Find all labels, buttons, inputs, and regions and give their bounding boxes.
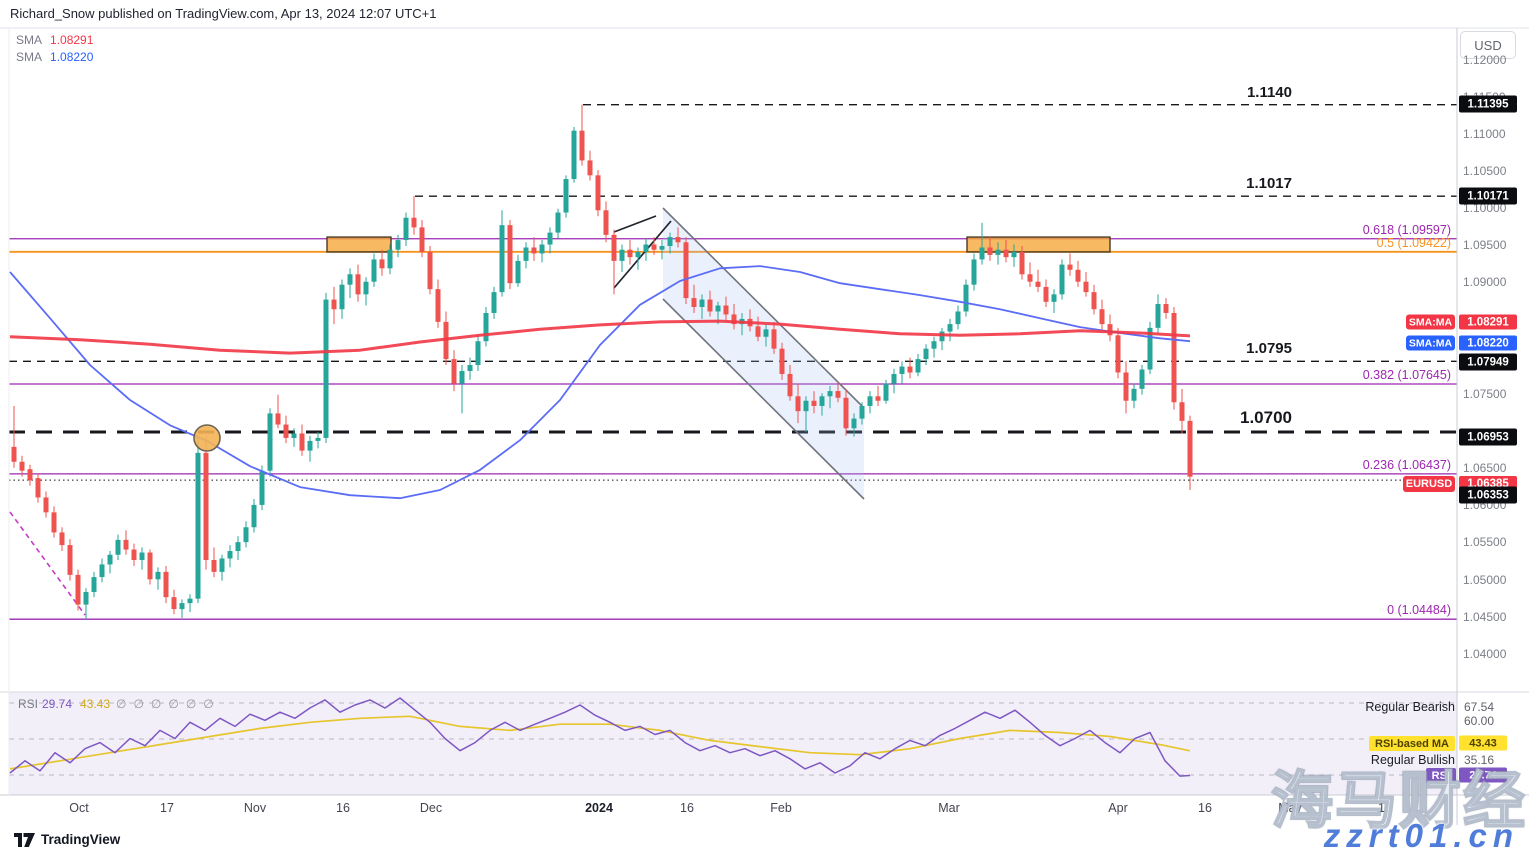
time-tick-label: 16 xyxy=(1378,801,1392,815)
time-tick-label: May xyxy=(1278,801,1302,815)
publish-info: Richard_Snow published on TradingView.co… xyxy=(10,6,437,21)
price-tick-label: 1.09000 xyxy=(1463,275,1507,289)
time-tick-label: Nov xyxy=(243,801,267,815)
sma2-label: SMA xyxy=(16,50,43,64)
regular-bearish-label: Regular Bearish xyxy=(1365,700,1455,714)
key-level-label: 1.0795 xyxy=(1246,340,1292,358)
fib-level-label: 0.618 (1.09597) xyxy=(1362,222,1451,237)
key-level-label: 1.1017 xyxy=(1246,175,1292,193)
symbol-badge-label: EURUSD xyxy=(1403,476,1455,492)
sma-legend-row-2: SMA 1.08220 xyxy=(16,50,93,64)
time-tick-label: 16 xyxy=(680,801,694,815)
rsi-axis-badge: 29.74 xyxy=(1459,767,1507,783)
time-tick-label: Mar xyxy=(938,801,960,815)
rsi-ma-value: 43.43 xyxy=(80,697,111,711)
sma2-value: 1.08220 xyxy=(50,50,94,64)
rsi-ma-axis-badge: 43.43 xyxy=(1459,735,1507,751)
time-tick-label: 2024 xyxy=(585,801,613,815)
time-tick-label: Feb xyxy=(770,801,792,815)
rsi-hidden-args-icons: ∅∅∅∅∅∅ xyxy=(116,697,221,711)
time-tick-label: Apr xyxy=(1108,801,1128,815)
price-level-badge: 1.07949 xyxy=(1459,353,1517,371)
price-tick-label: 1.04500 xyxy=(1463,610,1507,624)
rsi-based-ma-label: RSI-based MA xyxy=(1369,736,1455,751)
rsi-axis-value: 35.16 xyxy=(1464,753,1495,767)
watermark-cn: 海马财经 xyxy=(1270,766,1527,837)
key-level-label: 1.0700 xyxy=(1240,408,1292,427)
sma-badge-value: 1.08220 xyxy=(1459,335,1517,351)
tradingview-brand-text: TradingView xyxy=(41,832,121,847)
sma-legend-row-1: SMA 1.08291 xyxy=(16,33,93,47)
currency-button[interactable]: USD xyxy=(1460,31,1516,59)
price-level-badge: 1.10171 xyxy=(1459,187,1517,205)
tradingview-logo-icon xyxy=(14,832,35,847)
price-tick-label: 1.10500 xyxy=(1463,164,1507,178)
regular-bullish-label: Regular Bullish xyxy=(1370,753,1455,767)
price-tick-label: 1.11000 xyxy=(1463,127,1506,141)
rsi-indicator-title: RSI xyxy=(18,697,39,711)
rsi-axis-value: 67.54 xyxy=(1464,700,1495,714)
price-tick-label: 1.10000 xyxy=(1463,201,1507,215)
price-tick-label: 1.12000 xyxy=(1463,53,1507,67)
fib-level-label: 0.236 (1.06437) xyxy=(1362,457,1451,472)
time-tick-label: Dec xyxy=(419,801,443,815)
price-level-badge: 1.11395 xyxy=(1459,95,1517,113)
sma-badge-label: SMA:MA xyxy=(1406,335,1455,351)
rsi-axis-value: 60.00 xyxy=(1464,714,1495,728)
time-tick-label: 16 xyxy=(1198,801,1212,815)
price-level-badge: 1.06953 xyxy=(1459,428,1517,446)
fib-level-label: 0 (1.04484) xyxy=(1387,603,1451,618)
sma1-value: 1.08291 xyxy=(50,33,94,47)
sma1-label: SMA xyxy=(16,33,43,47)
price-level-badge: 1.06353 xyxy=(1459,486,1517,504)
fib-level-label: 0.382 (1.07645) xyxy=(1362,368,1451,382)
sma-badge-label: SMA:MA xyxy=(1406,314,1455,330)
price-tick-label: 1.09500 xyxy=(1463,238,1507,252)
rsi-pill-label: RSI xyxy=(1425,768,1456,783)
price-tick-label: 1.05000 xyxy=(1463,573,1507,587)
time-tick-label: Oct xyxy=(69,801,89,815)
fib-level-label: 0.5 (1.09422) xyxy=(1376,235,1451,250)
rsi-value: 29.74 xyxy=(42,697,73,711)
time-tick-label: 16 xyxy=(336,801,350,815)
key-level-label: 1.1140 xyxy=(1246,83,1292,101)
price-tick-label: 1.05500 xyxy=(1463,535,1507,549)
time-tick-label: 17 xyxy=(160,801,174,815)
price-tick-label: 1.06500 xyxy=(1463,461,1507,475)
tradingview-brand-link[interactable]: TradingView xyxy=(14,832,120,847)
price-tick-label: 1.07500 xyxy=(1463,387,1507,401)
price-tick-label: 1.04000 xyxy=(1463,647,1507,661)
sma-badge-value: 1.08291 xyxy=(1459,314,1517,330)
watermark-url: zzrt01.cn xyxy=(1323,817,1519,854)
